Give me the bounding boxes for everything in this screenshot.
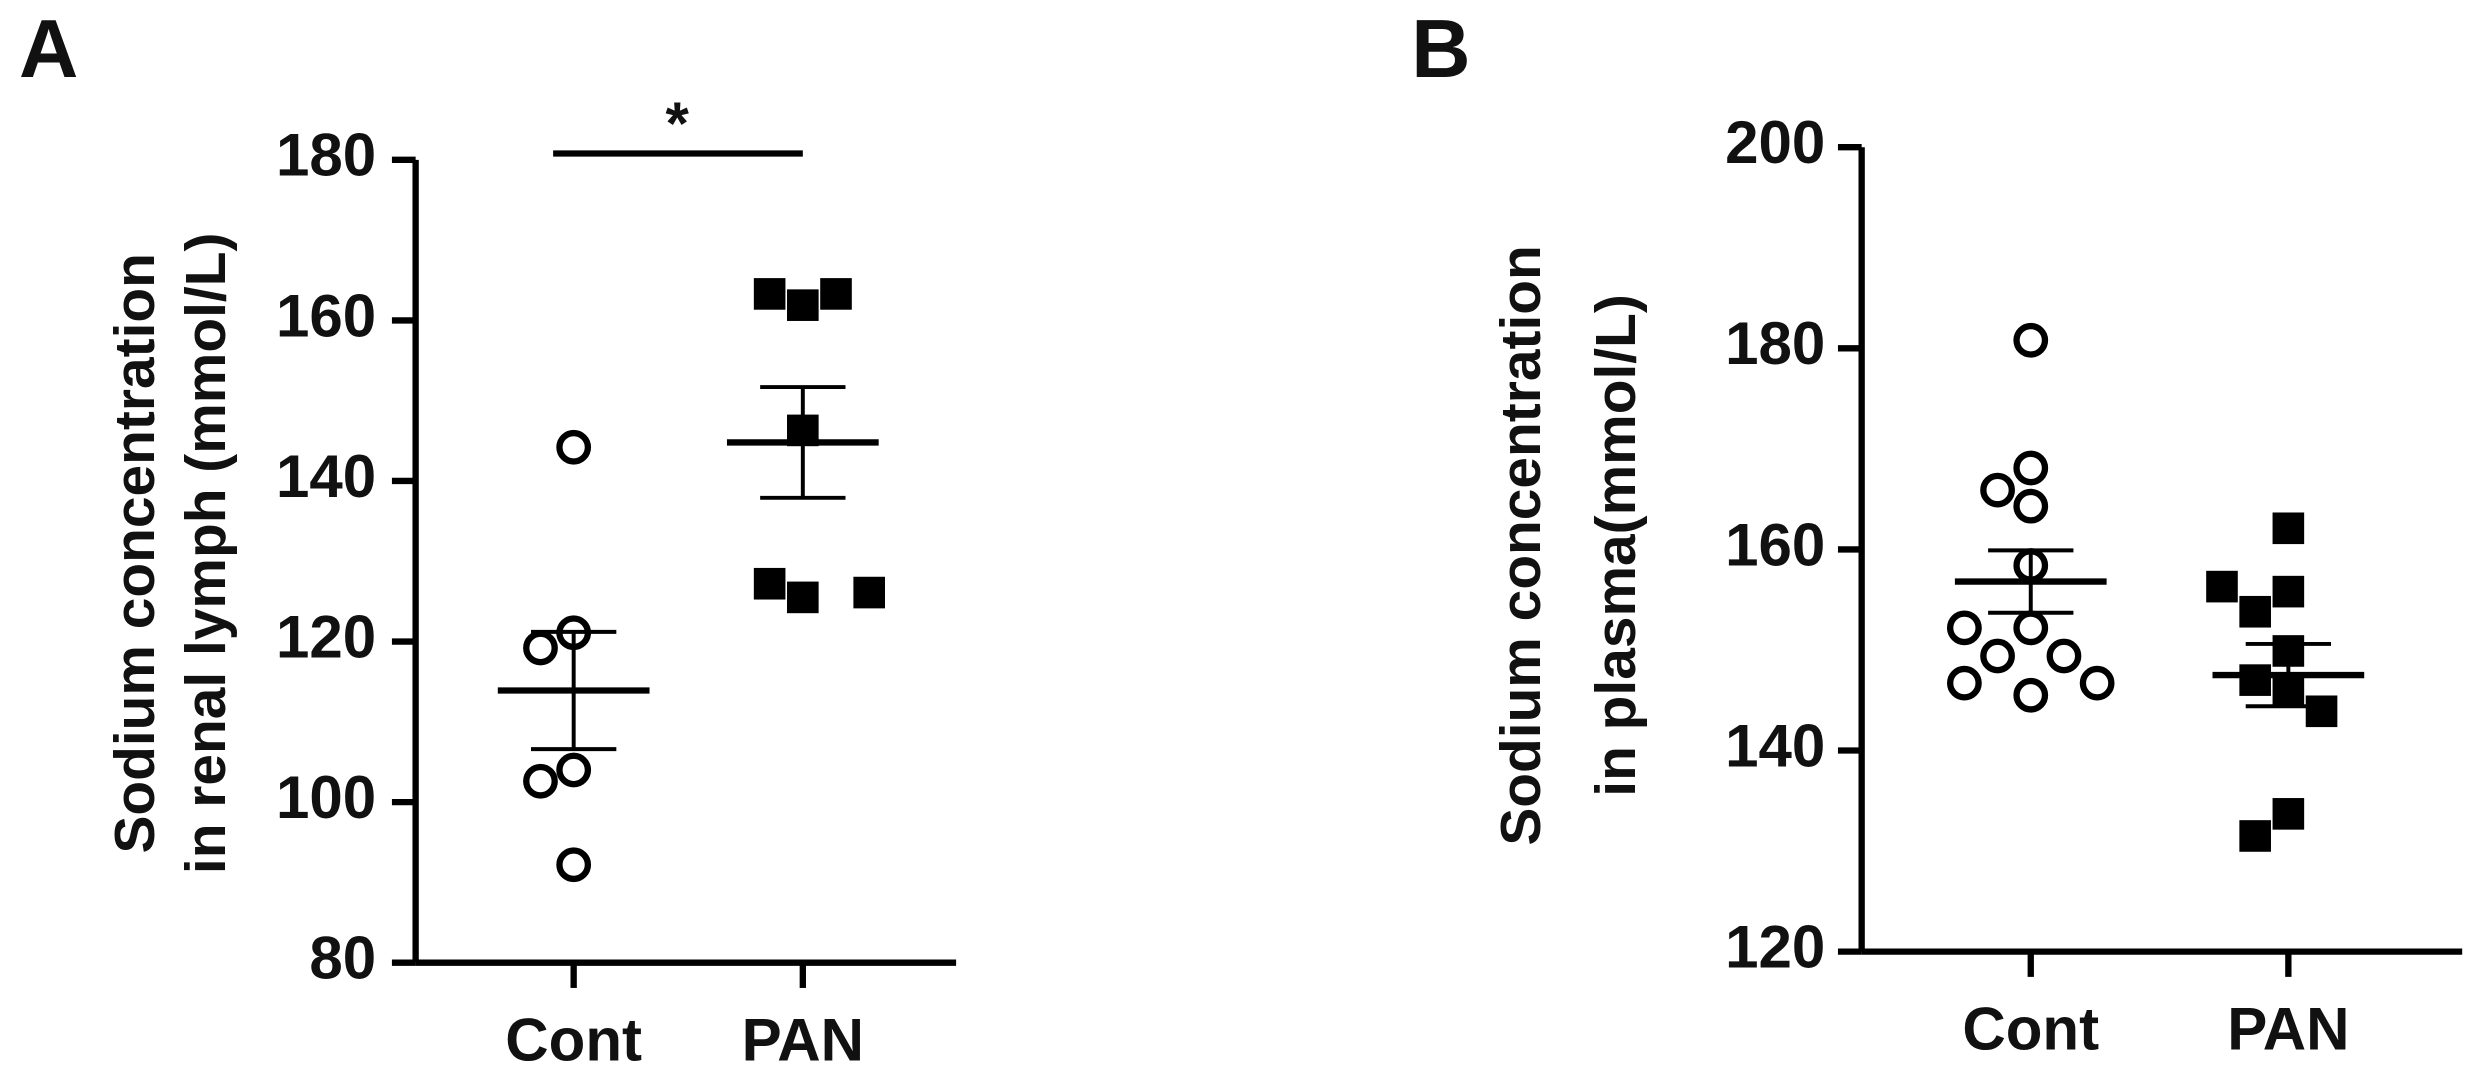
data-point	[556, 752, 592, 788]
data-point	[523, 763, 558, 799]
panel-label: A	[19, 4, 78, 95]
data-point	[2239, 664, 2271, 696]
data-point	[2013, 610, 2049, 646]
data-point	[2272, 575, 2305, 608]
data-point	[2013, 322, 2049, 358]
data-point	[1980, 472, 2015, 508]
data-point	[1946, 665, 1982, 701]
y-tick-label: 120	[1725, 913, 1825, 980]
y-tick-label: 80	[309, 925, 376, 992]
y-tick-label: 180	[1725, 310, 1825, 377]
data-point	[2305, 695, 2338, 728]
significance-label: *	[665, 90, 689, 157]
x-tick-label: PAN	[742, 1007, 864, 1074]
x-tick-label: Cont	[505, 1007, 642, 1074]
y-tick-label: 140	[276, 443, 376, 510]
data-point	[2239, 820, 2271, 852]
panel-label: B	[1411, 4, 1470, 95]
data-point	[2272, 798, 2305, 830]
data-point	[2013, 450, 2049, 486]
x-tick-label: Cont	[1962, 996, 2099, 1063]
y-tick-label: 200	[1725, 109, 1825, 176]
y-tick-label: 160	[1725, 511, 1825, 578]
data-point	[523, 630, 558, 666]
data-point	[787, 581, 819, 614]
data-point	[753, 278, 786, 310]
data-point	[2206, 570, 2238, 603]
data-point	[787, 289, 819, 321]
data-point	[2013, 488, 2049, 524]
data-point	[853, 576, 885, 609]
y-tick-label: 180	[276, 122, 376, 189]
y-tick-label: 100	[276, 764, 376, 831]
data-point	[2272, 512, 2305, 545]
y-axis-label: Sodium concentration	[1489, 245, 1553, 845]
data-point	[2046, 638, 2082, 674]
y-axis-label: in renal lymph (mmol/L)	[174, 233, 238, 874]
data-point	[556, 429, 592, 465]
data-point	[820, 278, 852, 310]
y-axis-label: in plasma(mmol/L)	[1584, 294, 1648, 796]
data-point	[753, 567, 786, 600]
y-tick-label: 160	[276, 282, 376, 349]
y-axis-label: Sodium concentration	[103, 253, 167, 853]
y-tick-label: 120	[276, 603, 376, 670]
data-point	[2013, 677, 2049, 713]
data-point	[1980, 638, 2015, 674]
data-point	[2239, 595, 2271, 628]
y-tick-label: 140	[1725, 712, 1825, 779]
x-tick-label: PAN	[2227, 996, 2349, 1063]
data-point	[556, 847, 592, 883]
data-point	[1946, 610, 1982, 646]
data-point	[2079, 665, 2115, 701]
